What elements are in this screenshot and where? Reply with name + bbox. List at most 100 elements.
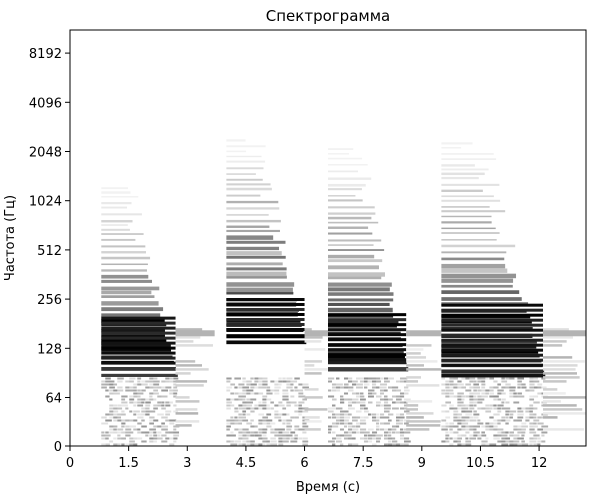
spectrogram-cell bbox=[501, 419, 507, 422]
spectrogram-cell bbox=[388, 377, 394, 380]
spectrogram-cell bbox=[469, 401, 475, 404]
spectrogram-cell bbox=[360, 377, 367, 380]
spectrogram-cell bbox=[384, 377, 391, 380]
spectrogram-cell bbox=[352, 383, 359, 386]
spectrogram-cell bbox=[348, 389, 354, 392]
spectrogram-core bbox=[328, 338, 407, 342]
spectrogram-cell bbox=[137, 392, 144, 395]
spectrogram-cell bbox=[477, 437, 482, 440]
spectrogram-cell bbox=[465, 428, 472, 431]
spectrogram-cell bbox=[445, 389, 452, 392]
spectrogram-cell bbox=[513, 425, 519, 428]
x-tick-label: 4.5 bbox=[236, 456, 257, 471]
spectrogram-cell bbox=[336, 383, 343, 386]
spectrogram-cell bbox=[521, 440, 525, 443]
spectrogram-cell bbox=[250, 392, 257, 395]
spectrogram-cell bbox=[246, 407, 253, 410]
spectrogram-cell bbox=[278, 431, 285, 434]
spectrogram-band bbox=[441, 215, 492, 218]
spectrogram-cell bbox=[149, 386, 155, 389]
spectrogram-cell bbox=[165, 380, 171, 383]
spectrogram-cell bbox=[302, 398, 308, 401]
spectrogram-cell bbox=[521, 431, 526, 434]
spectrogram-band bbox=[226, 246, 280, 251]
spectrogram-band bbox=[101, 279, 153, 283]
spectrogram-cell bbox=[505, 413, 509, 416]
spectrogram-cell bbox=[380, 392, 385, 395]
spectrogram-cell bbox=[161, 434, 167, 437]
spectrogram-cell bbox=[121, 398, 126, 401]
spectrogram-band bbox=[441, 326, 533, 331]
spectrogram-cell bbox=[485, 422, 490, 425]
spectrogram-cell bbox=[344, 398, 350, 401]
spectrogram-cell bbox=[449, 443, 454, 446]
spectrogram-cell bbox=[173, 437, 178, 440]
spectrogram-cell bbox=[384, 401, 389, 404]
spectrogram-cell bbox=[529, 428, 535, 431]
spectrogram-cell bbox=[352, 431, 359, 434]
spectrogram-cell bbox=[149, 383, 154, 386]
spectrogram-cell bbox=[404, 386, 409, 389]
spectrogram-cell bbox=[157, 401, 162, 404]
spectrogram-cell bbox=[465, 425, 470, 428]
spectrogram-cell bbox=[372, 392, 377, 395]
spectrogram-cell bbox=[348, 380, 354, 383]
spectrogram-cell bbox=[473, 386, 481, 389]
spectrogram-cell bbox=[521, 422, 527, 425]
spectrogram-band bbox=[441, 232, 500, 234]
spectrogram-cell bbox=[274, 380, 280, 383]
spectrogram-core bbox=[101, 361, 176, 365]
spectrogram-cell bbox=[238, 416, 244, 419]
spectrogram-cell bbox=[242, 410, 247, 413]
spectrogram-cell bbox=[376, 380, 382, 383]
spectrogram-cell bbox=[238, 419, 246, 422]
spectrogram-cell bbox=[169, 431, 175, 434]
spectrogram-cell bbox=[336, 413, 343, 416]
spectrogram-cell bbox=[529, 404, 534, 407]
spectrogram-cell bbox=[117, 437, 124, 440]
spectrogram-cell bbox=[396, 413, 403, 416]
spectrogram-cell bbox=[230, 419, 237, 422]
spectrogram-cell bbox=[461, 410, 467, 413]
spectrogram-cell bbox=[282, 395, 289, 398]
spectrogram-tail bbox=[543, 364, 578, 367]
spectrogram-cell bbox=[258, 386, 264, 389]
spectrogram-cell bbox=[529, 410, 533, 413]
spectrogram-cell bbox=[364, 437, 368, 440]
spectrogram-cell bbox=[344, 383, 349, 386]
spectrogram-cell bbox=[258, 407, 264, 410]
spectrogram-cell bbox=[513, 419, 521, 422]
spectrogram-cell bbox=[537, 443, 541, 446]
x-axis-label: Время (с) bbox=[296, 480, 360, 495]
spectrogram-band bbox=[328, 183, 366, 187]
spectrogram-cell bbox=[493, 407, 500, 410]
y-tick-label: 0 bbox=[54, 440, 62, 455]
spectrogram-cell bbox=[328, 407, 333, 410]
spectrogram-cell bbox=[145, 431, 151, 434]
spectrogram-band bbox=[441, 369, 545, 374]
spectrogram-cell bbox=[145, 404, 151, 407]
spectrogram-cell bbox=[533, 386, 541, 389]
spectrogram-cell bbox=[533, 380, 540, 383]
spectrogram-cell bbox=[521, 428, 526, 431]
spectrogram-cell bbox=[246, 389, 254, 392]
spectrogram-tail bbox=[175, 420, 200, 423]
spectrogram-cell bbox=[282, 398, 289, 401]
spectrogram-cell bbox=[161, 380, 167, 383]
spectrogram-cell bbox=[360, 380, 367, 383]
spectrogram-band bbox=[441, 290, 520, 294]
spectrogram-cell bbox=[161, 422, 165, 425]
spectrogram-cell bbox=[481, 392, 486, 395]
spectrogram-cell bbox=[368, 440, 373, 443]
spectrogram-core bbox=[328, 323, 407, 327]
spectrogram-cell bbox=[109, 425, 116, 428]
spectrogram-cell bbox=[266, 389, 271, 392]
spectrogram-core bbox=[101, 326, 176, 330]
spectrogram-cell bbox=[129, 437, 137, 440]
spectrogram-cell bbox=[396, 398, 402, 401]
spectrogram-cell bbox=[290, 380, 298, 383]
spectrogram-cell bbox=[161, 404, 165, 407]
spectrogram-cell bbox=[501, 434, 508, 437]
spectrogram-cell bbox=[469, 428, 477, 431]
spectrogram-cell bbox=[529, 413, 536, 416]
